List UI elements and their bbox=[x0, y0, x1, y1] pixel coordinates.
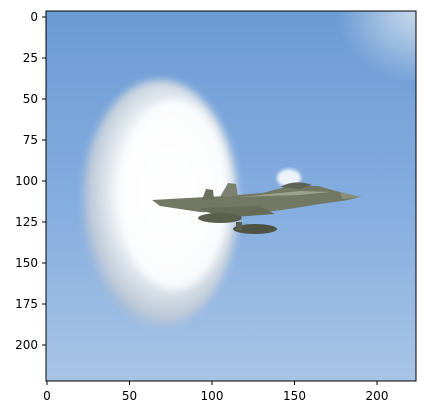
vapor-cone-core bbox=[120, 100, 230, 290]
jet-pylon bbox=[236, 222, 242, 230]
jet-highlight bbox=[240, 191, 330, 197]
sky-haze bbox=[280, 11, 416, 131]
x-tick-label: 0 bbox=[43, 389, 51, 403]
axes-frame bbox=[45, 10, 417, 382]
y-tick-label: 150 bbox=[15, 256, 38, 270]
x-tick-label: 200 bbox=[366, 389, 389, 403]
jet-drop-tank bbox=[198, 213, 242, 223]
jet-drop-tank-2 bbox=[233, 224, 277, 234]
jet-canopy bbox=[280, 182, 312, 189]
y-tick-label: 100 bbox=[15, 174, 38, 188]
y-tick-label: 200 bbox=[15, 338, 38, 352]
x-axis: 0 50 100 150 200 bbox=[43, 381, 388, 403]
x-tick-label: 150 bbox=[283, 389, 306, 403]
y-axis: 0 25 50 75 100 125 150 175 200 bbox=[15, 10, 46, 352]
jet-tail-fin bbox=[220, 183, 238, 197]
y-tick-label: 25 bbox=[23, 51, 38, 65]
jet-nose bbox=[340, 192, 362, 199]
jet-tail-fin-2 bbox=[202, 189, 214, 200]
y-tick-label: 125 bbox=[15, 215, 38, 229]
y-tick-label: 0 bbox=[30, 10, 38, 24]
canopy-vapor bbox=[277, 169, 301, 187]
x-tick-label: 100 bbox=[201, 389, 224, 403]
y-tick-label: 175 bbox=[15, 297, 38, 311]
y-tick-label: 75 bbox=[23, 133, 38, 147]
fighter-jet bbox=[152, 182, 362, 234]
y-tick-label: 50 bbox=[23, 92, 38, 106]
x-tick-label: 50 bbox=[122, 389, 137, 403]
photo bbox=[46, 11, 416, 381]
